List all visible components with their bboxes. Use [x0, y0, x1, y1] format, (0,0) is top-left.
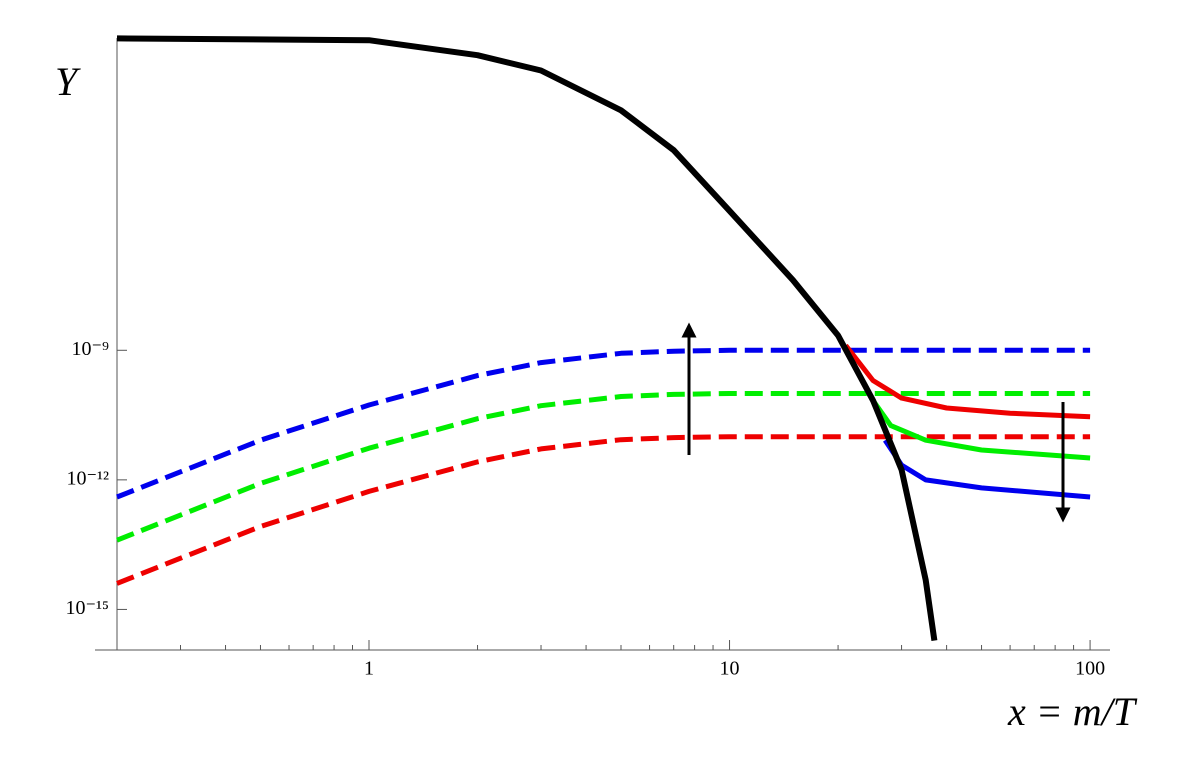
- x-tick-label: 10: [720, 658, 740, 680]
- y-axis-label: Y: [55, 59, 81, 104]
- y-tick-label: 10⁻¹²: [66, 467, 109, 489]
- curve: [116, 347, 1091, 500]
- curve: [116, 434, 1091, 586]
- y-tick-label: 10⁻¹⁵: [65, 597, 109, 619]
- y-tick-label: 10⁻⁹: [71, 338, 109, 360]
- plot-area: 1 10 100 10⁻⁹ 10⁻¹² 10⁻¹⁵: [65, 35, 1110, 680]
- curve: [116, 35, 938, 642]
- curve: [116, 391, 1091, 543]
- x-axis-label: x = m/T: [1007, 689, 1138, 734]
- curve: [870, 398, 1091, 461]
- x-tick-label: 1: [364, 658, 374, 680]
- curve: [843, 343, 1091, 420]
- x-tick-label: 100: [1075, 658, 1105, 680]
